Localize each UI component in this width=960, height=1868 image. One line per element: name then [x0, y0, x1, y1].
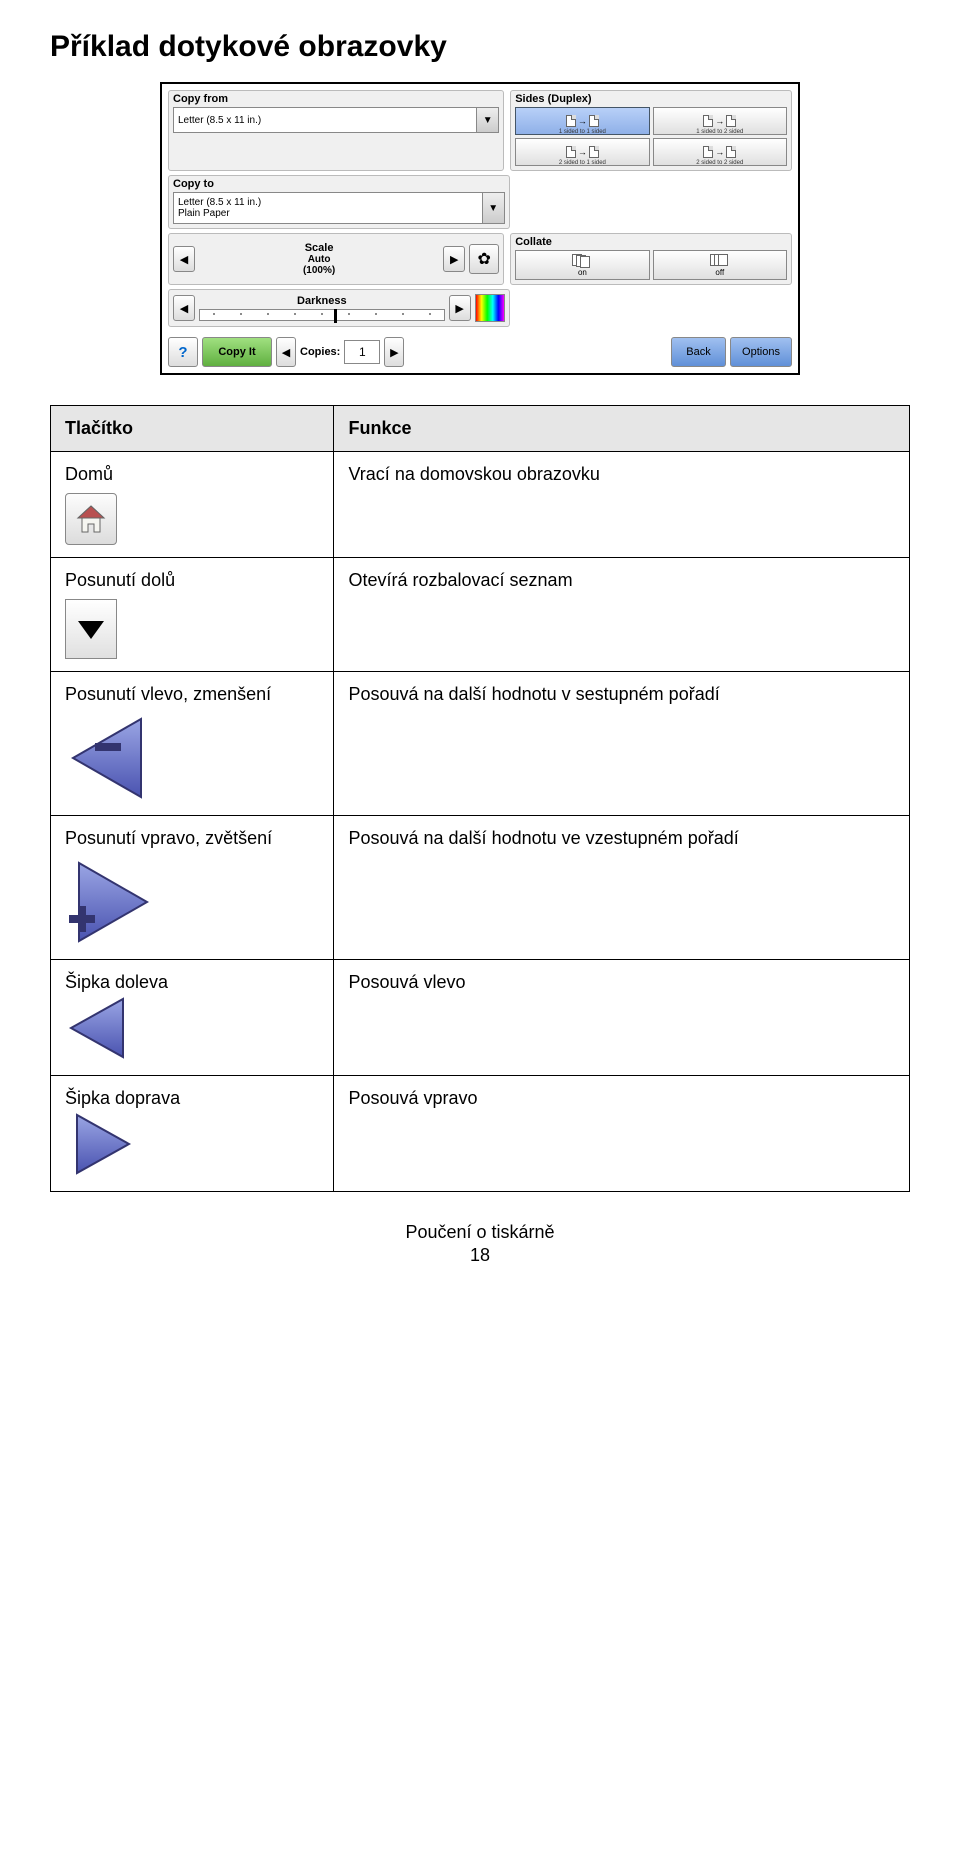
left-label: Posunutí vlevo, zmenšení [65, 684, 319, 705]
cell-home-func: Vrací na domovskou obrazovku [334, 452, 910, 558]
page-icon [703, 115, 713, 127]
cell-arrow-right: Šipka doprava [51, 1076, 334, 1192]
cell-arrow-right-func: Posouvá vpravo [334, 1076, 910, 1192]
options-button[interactable]: Options [730, 337, 792, 367]
collate-label: Collate [515, 236, 787, 248]
footer-text: Poučení o tiskárně [50, 1222, 910, 1243]
chevron-down-icon[interactable]: ▼ [482, 193, 504, 223]
scale-decrease-button[interactable]: ◀ [173, 246, 195, 272]
copies-label: Copies: [300, 346, 340, 358]
arrow-left-icon [65, 993, 135, 1063]
stack-icon [710, 254, 730, 268]
th-button: Tlačítko [51, 406, 334, 452]
arrow-icon: → [578, 116, 587, 126]
darkness-decrease-button[interactable]: ◀ [173, 295, 195, 321]
duplex-1to2[interactable]: → 1 sided to 2 sided [653, 107, 787, 135]
cell-home: Domů [51, 452, 334, 558]
page-icon [566, 146, 576, 158]
page-number: 18 [50, 1245, 910, 1266]
duplex-2to2[interactable]: → 2 sided to 2 sided [653, 138, 787, 166]
copy-to-group: Copy to Letter (8.5 x 11 in.) Plain Pape… [168, 175, 510, 229]
button-function-table: Tlačítko Funkce Domů Vrací na domovskou … [50, 405, 910, 1192]
color-icon[interactable] [475, 294, 505, 322]
duplex-2to1[interactable]: → 2 sided to 1 sided [515, 138, 649, 166]
sides-group: Sides (Duplex) → 1 sided to 1 sided → 1 … [510, 90, 792, 171]
arrow-icon: → [715, 147, 724, 157]
page-icon [589, 115, 599, 127]
page-icon [726, 115, 736, 127]
cell-left-func: Posouvá na další hodnotu v sestupném poř… [334, 672, 910, 816]
copies-value: 1 [344, 340, 380, 364]
copies-decrease-button[interactable]: ◀ [276, 337, 296, 367]
darkness-group: ◀ Darkness ▶ [168, 289, 510, 327]
arrow-left-label: Šipka doleva [65, 972, 319, 993]
dropdown-down-icon [65, 599, 117, 659]
cell-right: Posunutí vpravo, zvětšení [51, 816, 334, 960]
cell-left: Posunutí vlevo, zmenšení [51, 672, 334, 816]
copy-from-label: Copy from [173, 93, 499, 105]
copies-increase-button[interactable]: ▶ [384, 337, 404, 367]
th-function: Funkce [334, 406, 910, 452]
scroll-left-decrease-icon [65, 713, 155, 803]
down-label: Posunutí dolů [65, 570, 319, 591]
arrow-right-label: Šipka doprava [65, 1088, 319, 1109]
chevron-down-icon[interactable]: ▼ [476, 108, 498, 132]
copy-to-dropdown[interactable]: Letter (8.5 x 11 in.) Plain Paper ▼ [173, 192, 505, 224]
arrow-icon: → [715, 116, 724, 126]
cell-arrow-left-func: Posouvá vlevo [334, 960, 910, 1076]
touchscreen-example: Copy from Letter (8.5 x 11 in.) ▼ Sides … [160, 82, 800, 375]
copy-from-value: Letter (8.5 x 11 in.) [174, 115, 476, 126]
sides-label: Sides (Duplex) [515, 93, 787, 105]
copy-from-group: Copy from Letter (8.5 x 11 in.) ▼ [168, 90, 504, 171]
copy-to-value: Letter (8.5 x 11 in.) Plain Paper [174, 197, 482, 219]
home-label: Domů [65, 464, 319, 485]
cell-arrow-left: Šipka doleva [51, 960, 334, 1076]
darkness-slider[interactable] [199, 309, 445, 321]
darkness-label: Darkness [199, 295, 445, 307]
help-button[interactable]: ? [168, 337, 198, 367]
page-icon [703, 146, 713, 158]
arrow-icon: → [578, 147, 587, 157]
scroll-right-increase-icon [65, 857, 155, 947]
copy-from-dropdown[interactable]: Letter (8.5 x 11 in.) ▼ [173, 107, 499, 133]
copy-it-button[interactable]: Copy It [202, 337, 272, 367]
page-icon [589, 146, 599, 158]
page-icon [566, 115, 576, 127]
duplex-1to1[interactable]: → 1 sided to 1 sided [515, 107, 649, 135]
arrow-right-icon [65, 1109, 135, 1179]
page-icon [726, 146, 736, 158]
cell-down-func: Otevírá rozbalovací seznam [334, 558, 910, 672]
collate-group: Collate on off [510, 233, 792, 285]
gear-icon[interactable]: ✿ [469, 244, 499, 274]
copy-to-label: Copy to [173, 178, 505, 190]
cell-right-func: Posouvá na další hodnotu ve vzestupném p… [334, 816, 910, 960]
scale-value: Scale Auto (100%) [199, 242, 439, 276]
collate-off[interactable]: off [653, 250, 787, 280]
page-footer: Poučení o tiskárně 18 [50, 1222, 910, 1266]
darkness-increase-button[interactable]: ▶ [449, 295, 471, 321]
collate-on[interactable]: on [515, 250, 649, 280]
home-icon [65, 493, 117, 545]
scale-increase-button[interactable]: ▶ [443, 246, 465, 272]
scale-group: ◀ Scale Auto (100%) ▶ ✿ [168, 233, 504, 285]
right-label: Posunutí vpravo, zvětšení [65, 828, 319, 849]
back-button[interactable]: Back [671, 337, 726, 367]
stack-icon [572, 254, 592, 268]
cell-down: Posunutí dolů [51, 558, 334, 672]
page-title: Příklad dotykové obrazovky [50, 30, 910, 64]
